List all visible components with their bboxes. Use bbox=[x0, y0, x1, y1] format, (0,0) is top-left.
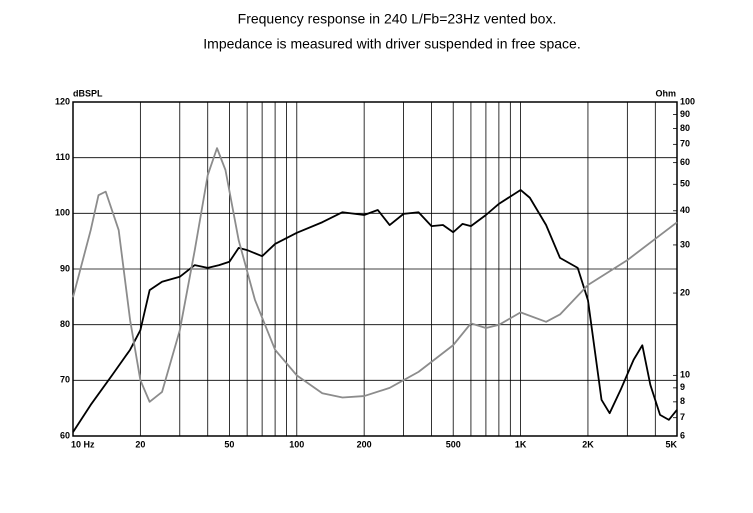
x-tick-label: 200 bbox=[357, 439, 372, 449]
x-tick-label: 20 bbox=[135, 439, 145, 449]
y2-tick-label: 50 bbox=[680, 179, 690, 189]
y-tick-label: 120 bbox=[55, 96, 70, 106]
x-tick-label: 100 bbox=[289, 439, 304, 449]
y2-tick-label: 7 bbox=[680, 412, 685, 422]
y2-tick-label: 60 bbox=[680, 157, 690, 167]
plot-frame bbox=[72, 101, 678, 437]
y-tick-label: 90 bbox=[60, 263, 70, 273]
y-axis-label: dBSPL bbox=[73, 88, 103, 98]
series-line bbox=[72, 189, 678, 433]
y-tick-label: 110 bbox=[55, 152, 70, 162]
y2-tick-label: 10 bbox=[680, 370, 690, 380]
series-line bbox=[72, 147, 678, 403]
y2-tick-label: 100 bbox=[680, 96, 695, 106]
y2-tick-label: 20 bbox=[680, 287, 690, 297]
y2-tick-label: 40 bbox=[680, 205, 690, 215]
x-tick-label: 1K bbox=[515, 439, 527, 449]
y-tick-label: 80 bbox=[60, 319, 70, 329]
y-tick-label: 70 bbox=[60, 375, 70, 385]
x-tick-label: 500 bbox=[446, 439, 461, 449]
chart-subtitle: Impedance is measured with driver suspen… bbox=[203, 36, 580, 52]
y2-tick-label: 6 bbox=[680, 430, 685, 440]
y2-axis-label: Ohm bbox=[655, 88, 676, 98]
x-tick-label: 2K bbox=[582, 439, 594, 449]
x-tick-label: 10 Hz bbox=[71, 439, 95, 449]
y2-tick-label: 8 bbox=[680, 396, 685, 406]
y2-tick-label: 70 bbox=[680, 139, 690, 149]
y2-tick-label: 9 bbox=[680, 382, 685, 392]
x-tick-label: 5K bbox=[665, 439, 677, 449]
y-tick-label: 60 bbox=[60, 430, 70, 440]
chart-title: Frequency response in 240 L/Fb=23Hz vent… bbox=[238, 11, 557, 27]
x-tick-label: 50 bbox=[224, 439, 234, 449]
y2-tick-label: 90 bbox=[680, 109, 690, 119]
y2-tick-label: 80 bbox=[680, 123, 690, 133]
y-tick-label: 100 bbox=[55, 208, 70, 218]
y2-tick-label: 30 bbox=[680, 239, 690, 249]
